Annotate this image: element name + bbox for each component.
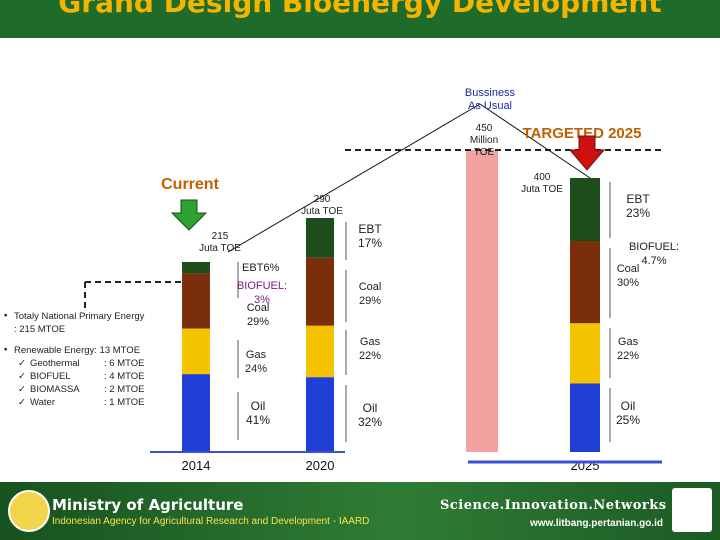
item-biomassa-value: : 2 MTOE bbox=[104, 384, 145, 395]
trend-line-current bbox=[194, 217, 319, 263]
data-label-coal-2025: Coal bbox=[617, 263, 640, 275]
data-label-coal-2020: 29% bbox=[359, 295, 381, 307]
ministry-logo bbox=[8, 490, 50, 532]
total-label-2014: Juta TOE bbox=[199, 243, 241, 254]
item-geothermal-name: Geothermal bbox=[30, 358, 80, 369]
agency-name: Indonesian Agency for Agricultural Resea… bbox=[52, 516, 370, 527]
data-label-gas-2014: 24% bbox=[245, 363, 267, 375]
data-label-oil-2014: 41% bbox=[246, 413, 270, 427]
bau-bar bbox=[466, 150, 498, 452]
bar-segment-ebt-2025 bbox=[570, 178, 600, 242]
data-label-gas-2025: 22% bbox=[617, 350, 639, 362]
total-label-2020: Juta TOE bbox=[301, 206, 343, 217]
data-label-biofuel-2025: BIOFUEL: bbox=[629, 241, 679, 253]
item-water-value: : 1 MTOE bbox=[104, 397, 145, 408]
bullet-square: ▪ bbox=[4, 310, 8, 321]
total-label-2025: 400 bbox=[534, 172, 551, 183]
total-energy-label: Totaly National Primary Energy bbox=[14, 311, 145, 322]
trend-line-target bbox=[479, 103, 591, 179]
total-label-2014: 215 bbox=[212, 231, 229, 242]
bar-segment-oil-2014 bbox=[182, 374, 210, 452]
tagline: Science.Innovation.Networks bbox=[440, 498, 667, 513]
bar-segment-gas-2014 bbox=[182, 328, 210, 375]
data-label-gas-2020: Gas bbox=[360, 336, 381, 348]
data-label-ebt-2020: 17% bbox=[358, 236, 382, 250]
bar-segment-gas-2020 bbox=[306, 325, 334, 378]
check-icon: ✓ bbox=[18, 397, 26, 408]
bar-segment-coal-2025 bbox=[570, 241, 600, 324]
target-arrow-icon bbox=[568, 135, 606, 171]
data-label-biofuel-2014: 3% bbox=[254, 294, 270, 306]
bar-segment-oil-2025 bbox=[570, 383, 600, 452]
data-label-biofuel-2014: BIOFUEL: bbox=[237, 280, 287, 292]
total-label-2025: Juta TOE bbox=[521, 184, 563, 195]
data-label-biofuel-2025: 4.7% bbox=[641, 255, 666, 267]
current-arrow-icon bbox=[170, 199, 208, 231]
total-energy-value: : 215 MTOE bbox=[14, 324, 66, 335]
website-link[interactable]: www.litbang.pertanian.go.id bbox=[530, 518, 663, 529]
bar-segment-ebt-2020 bbox=[306, 218, 334, 258]
data-label-oil-2025: Oil bbox=[621, 399, 636, 413]
x-tick-label: 2020 bbox=[306, 458, 335, 473]
data-label-ebt-2020: EBT bbox=[358, 222, 382, 236]
data-label-gas-2020: 22% bbox=[359, 350, 381, 362]
bar-segment-coal-2020 bbox=[306, 257, 334, 326]
bar-segment-ebt-2014 bbox=[182, 262, 210, 274]
targeted-heading: TARGETED 2025 bbox=[523, 125, 642, 142]
ministry-name: Ministry of Agriculture bbox=[52, 496, 244, 514]
data-label-coal-2014: Coal bbox=[247, 302, 270, 314]
bullet-square: ▪ bbox=[4, 344, 8, 355]
data-label-ebt-2025: 23% bbox=[626, 206, 650, 220]
item-water-name: Water bbox=[30, 397, 55, 408]
bau-heading: As Usual bbox=[468, 100, 512, 112]
footer: Ministry of Agriculture Indonesian Agenc… bbox=[0, 482, 720, 540]
data-label-gas-2025: Gas bbox=[618, 336, 639, 348]
data-label-oil-2014: Oil bbox=[251, 399, 266, 413]
bau-total-label: Million bbox=[470, 135, 498, 146]
data-label-coal-2014: 29% bbox=[247, 316, 269, 328]
data-label-oil-2025: 25% bbox=[616, 413, 640, 427]
data-label-coal-2025: 30% bbox=[617, 277, 639, 289]
slide-title: Grand Design Bioenergy Development bbox=[58, 0, 662, 19]
check-icon: ✓ bbox=[18, 384, 26, 395]
trend-line-bau bbox=[227, 103, 481, 253]
total-label-2020: 290 bbox=[314, 194, 331, 205]
item-biomassa-name: BIOMASSA bbox=[30, 384, 80, 395]
item-biofuel-name: BIOFUEL bbox=[30, 371, 71, 382]
bar-segment-gas-2025 bbox=[570, 323, 600, 384]
data-label-gas-2014: Gas bbox=[246, 349, 267, 361]
bau-heading: Bussiness bbox=[465, 87, 516, 99]
data-label-coal-2020: Coal bbox=[359, 281, 382, 293]
check-icon: ✓ bbox=[18, 371, 26, 382]
item-geothermal-value: : 6 MTOE bbox=[104, 358, 145, 369]
renewable-energy-label: Renewable Energy: 13 MTOE bbox=[14, 345, 141, 356]
current-heading: Current bbox=[161, 176, 219, 193]
check-icon: ✓ bbox=[18, 358, 26, 369]
energy-notes: ▪ Totaly National Primary Energy : 215 M… bbox=[2, 308, 178, 412]
bar-segment-coal-2014 bbox=[182, 273, 210, 329]
bau-total-label: TOE bbox=[474, 147, 495, 158]
data-label-ebt-2025: EBT bbox=[626, 192, 650, 206]
item-biofuel-value: : 4 MTOE bbox=[104, 371, 145, 382]
bau-total-label: 450 bbox=[476, 123, 493, 134]
x-tick-label: 2014 bbox=[182, 458, 211, 473]
bar-segment-oil-2020 bbox=[306, 377, 334, 452]
agro-logo bbox=[672, 488, 712, 532]
data-label-ebt-2014: EBT6% bbox=[242, 262, 280, 274]
data-label-oil-2020: 32% bbox=[358, 415, 382, 429]
x-tick-label: 2025 bbox=[571, 458, 600, 473]
title-bar: Grand Design Bioenergy Development bbox=[0, 0, 720, 38]
energy-mix-chart: 2014 2020 2025EBT6%BIOFUEL:3%Coal29%Gas24%… bbox=[84, 87, 679, 473]
data-label-oil-2020: Oil bbox=[363, 401, 378, 415]
